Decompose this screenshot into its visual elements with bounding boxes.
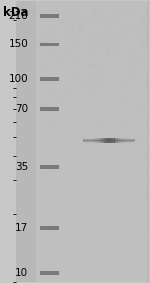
FancyBboxPatch shape [113, 138, 115, 143]
FancyBboxPatch shape [102, 138, 104, 143]
Text: 70: 70 [15, 104, 28, 114]
FancyBboxPatch shape [109, 138, 111, 143]
FancyBboxPatch shape [122, 138, 124, 143]
FancyBboxPatch shape [82, 139, 135, 140]
FancyBboxPatch shape [40, 271, 59, 275]
FancyBboxPatch shape [100, 138, 102, 143]
FancyBboxPatch shape [105, 138, 107, 143]
FancyBboxPatch shape [103, 138, 105, 143]
FancyBboxPatch shape [82, 139, 135, 140]
FancyBboxPatch shape [94, 138, 96, 143]
FancyBboxPatch shape [107, 138, 109, 143]
FancyBboxPatch shape [114, 138, 116, 143]
Text: 35: 35 [15, 162, 28, 172]
FancyBboxPatch shape [98, 138, 100, 143]
FancyBboxPatch shape [111, 138, 113, 143]
Text: 10: 10 [15, 268, 28, 278]
Text: 17: 17 [15, 223, 28, 233]
FancyBboxPatch shape [118, 138, 120, 143]
FancyBboxPatch shape [40, 77, 59, 81]
FancyBboxPatch shape [120, 138, 122, 143]
Text: 100: 100 [9, 74, 28, 84]
FancyBboxPatch shape [40, 107, 59, 111]
FancyBboxPatch shape [40, 226, 59, 230]
Text: kDa: kDa [3, 6, 28, 19]
FancyBboxPatch shape [40, 14, 59, 18]
FancyBboxPatch shape [82, 140, 135, 141]
FancyBboxPatch shape [116, 138, 118, 143]
Text: 210: 210 [9, 11, 28, 21]
FancyBboxPatch shape [36, 1, 147, 282]
FancyBboxPatch shape [40, 42, 59, 46]
FancyBboxPatch shape [40, 165, 59, 169]
FancyBboxPatch shape [96, 138, 98, 143]
Text: 150: 150 [9, 39, 28, 50]
FancyBboxPatch shape [82, 140, 135, 141]
FancyBboxPatch shape [82, 141, 135, 142]
